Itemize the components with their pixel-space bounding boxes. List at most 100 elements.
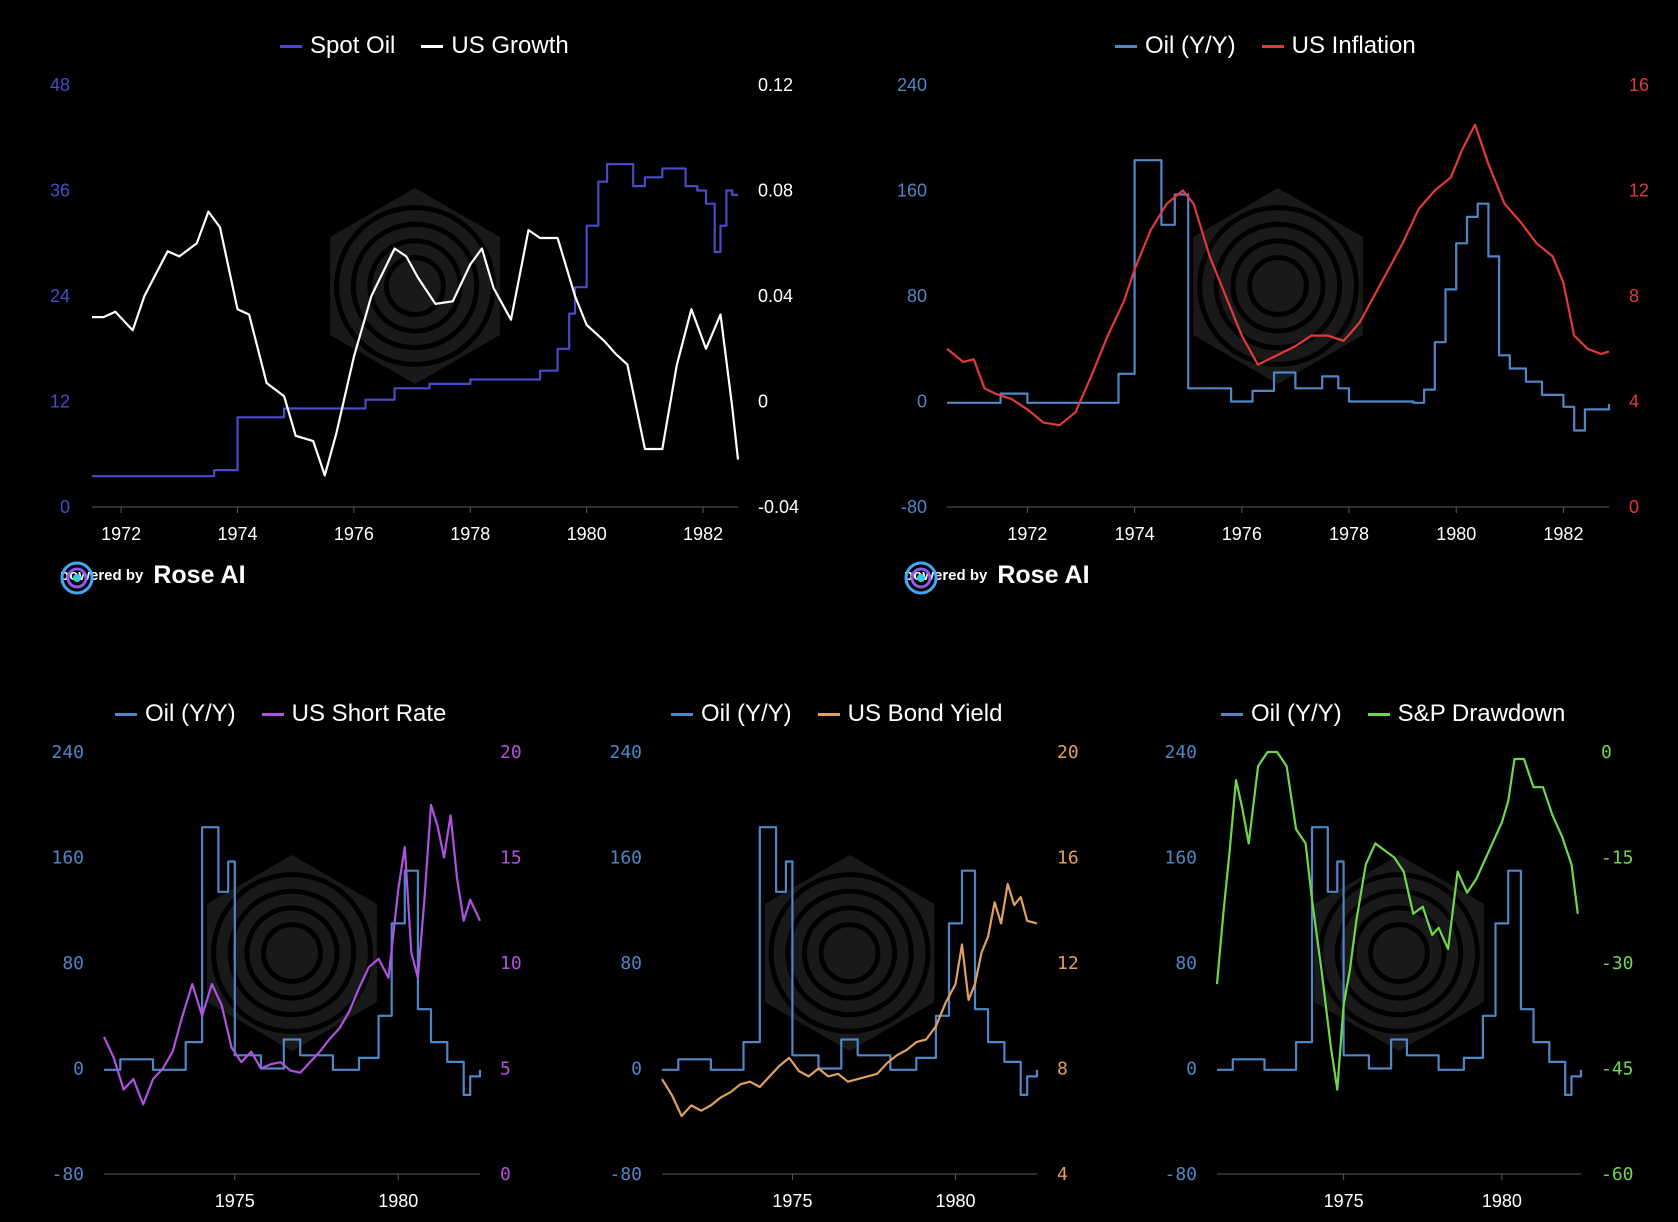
legend-item-us-growth[interactable]: US Growth bbox=[421, 32, 569, 60]
legend-item-spot-oil[interactable]: Spot Oil bbox=[280, 32, 395, 60]
y-right-tick-label: 0 bbox=[1601, 742, 1612, 763]
legend-swatch-spot-oil bbox=[280, 44, 302, 48]
y-left-tick-label: 24 bbox=[50, 286, 70, 306]
y-left-tick-label: -80 bbox=[609, 1164, 642, 1185]
legend-label-us-bond-yield: US Bond Yield bbox=[847, 700, 1003, 727]
rose-ai-watermark-icon bbox=[764, 855, 935, 1051]
y-right-tick-label: 0 bbox=[1629, 497, 1639, 517]
x-tick-label: 1980 bbox=[1436, 524, 1476, 544]
legend-label-oil-yy: Oil (Y/Y) bbox=[1145, 32, 1236, 59]
brand-name: Rose AI bbox=[997, 561, 1090, 589]
y-right-tick-label: 8 bbox=[1629, 286, 1639, 306]
x-tick-label: 1972 bbox=[1007, 524, 1047, 544]
legend-swatch-us-short-rate bbox=[261, 712, 284, 716]
y-left-tick-label: 48 bbox=[50, 75, 70, 95]
series-line-oil-y-y bbox=[1217, 826, 1583, 1096]
y-left-tick-label: 160 bbox=[1164, 848, 1197, 869]
legend-item-us-inflation[interactable]: US Inflation bbox=[1261, 32, 1416, 60]
y-right-tick-label: 0.08 bbox=[758, 181, 793, 201]
y-right-tick-label: 10 bbox=[500, 953, 522, 974]
y-left-tick-label: -80 bbox=[901, 497, 927, 517]
legend-item-sp-drawdown[interactable]: S&P Drawdown bbox=[1367, 700, 1566, 728]
y-left-tick-label: -80 bbox=[51, 1164, 84, 1185]
y-right-tick-label: 12 bbox=[1057, 953, 1079, 974]
brand-badge: powered by Rose AI bbox=[60, 561, 246, 595]
x-tick-label: 1982 bbox=[1543, 524, 1583, 544]
legend-label-us-inflation: US Inflation bbox=[1291, 32, 1416, 59]
y-right-tick-label: -60 bbox=[1601, 1164, 1634, 1185]
x-tick-label: 1978 bbox=[1329, 524, 1369, 544]
y-right-tick-label: 5 bbox=[500, 1059, 511, 1080]
brand-badge: powered by Rose AI bbox=[904, 561, 1090, 595]
y-left-tick-label: 0 bbox=[60, 497, 70, 517]
x-tick-label: 1976 bbox=[334, 524, 374, 544]
legend-swatch-oil-yy bbox=[1221, 712, 1243, 716]
series-line-oil-y-y bbox=[104, 826, 482, 1096]
y-left-tick-label: 0 bbox=[1186, 1059, 1197, 1080]
x-tick-label: 1980 bbox=[378, 1191, 418, 1211]
y-left-tick-label: 80 bbox=[62, 953, 84, 974]
legend-item-oil-yy[interactable]: Oil (Y/Y) bbox=[671, 700, 792, 728]
legend-item-us-bond-yield[interactable]: US Bond Yield bbox=[817, 700, 1003, 728]
legend-item-oil-yy[interactable]: Oil (Y/Y) bbox=[115, 700, 236, 728]
y-right-tick-label: 8 bbox=[1057, 1059, 1068, 1080]
legend-label-sp-drawdown: S&P Drawdown bbox=[1397, 700, 1566, 727]
y-left-tick-label: 240 bbox=[51, 742, 84, 763]
legend-swatch-oil-yy bbox=[115, 712, 137, 716]
y-left-tick-label: 12 bbox=[50, 392, 70, 412]
legend-swatch-oil-yy bbox=[671, 712, 693, 716]
legend-label-oil-yy: Oil (Y/Y) bbox=[701, 700, 792, 727]
chart-plot: 240 160 80 0 -80 20 16 12 8 4 1975 1980 bbox=[609, 742, 1079, 1211]
legend-swatch-oil-yy bbox=[1115, 44, 1137, 48]
y-left-tick-label: 80 bbox=[907, 286, 927, 306]
y-right-tick-label: 20 bbox=[500, 742, 522, 763]
legend: Oil (Y/Y) S&P Drawdown bbox=[1221, 700, 1565, 728]
y-right-tick-label: -30 bbox=[1601, 953, 1634, 974]
legend: Oil (Y/Y) US Bond Yield bbox=[671, 700, 1002, 728]
y-right-tick-label: 16 bbox=[1057, 848, 1079, 869]
legend-label-spot-oil: Spot Oil bbox=[310, 32, 396, 59]
y-left-tick-label: -80 bbox=[1164, 1164, 1197, 1185]
series-line-spot-oil bbox=[92, 163, 738, 478]
chart-panel-oil-us-inflation: Oil (Y/Y) US Inflation 240 160 80 0 -80 16 12 8… bbox=[839, 0, 1678, 600]
chart-plot: 48 36 24 12 0 0.12 0.08 0.04 0 -0.04 1972 1974 1976 1… bbox=[50, 75, 799, 544]
y-right-tick-label: 0.04 bbox=[758, 286, 793, 306]
legend-label-us-growth: US Growth bbox=[451, 32, 569, 59]
x-tick-label: 1980 bbox=[935, 1191, 975, 1211]
y-right-tick-label: -45 bbox=[1601, 1059, 1634, 1080]
x-tick-label: 1975 bbox=[772, 1191, 812, 1211]
x-tick-label: 1974 bbox=[217, 524, 257, 544]
legend-label-us-short-rate: US Short Rate bbox=[291, 700, 447, 727]
legend-swatch-us-growth bbox=[421, 44, 444, 48]
y-right-tick-label: 4 bbox=[1629, 392, 1639, 412]
y-left-tick-label: 0 bbox=[73, 1059, 84, 1080]
legend-item-us-short-rate[interactable]: US Short Rate bbox=[261, 700, 447, 728]
x-tick-label: 1976 bbox=[1222, 524, 1262, 544]
x-tick-label: 1980 bbox=[567, 524, 607, 544]
y-left-tick-label: 80 bbox=[1175, 953, 1197, 974]
y-right-tick-label: 0 bbox=[500, 1164, 511, 1185]
chart-plot: 240 160 80 0 -80 16 12 8 4 0 1972 1974 1976 1978 1980 1… bbox=[897, 75, 1649, 544]
rose-ai-watermark-icon bbox=[1314, 855, 1484, 1051]
y-right-tick-label: 16 bbox=[1629, 75, 1649, 95]
series-line-oil-y-y bbox=[947, 159, 1611, 432]
y-left-tick-label: 240 bbox=[609, 742, 642, 763]
legend: Oil (Y/Y) US Short Rate bbox=[115, 700, 446, 728]
x-tick-label: 1974 bbox=[1115, 524, 1155, 544]
y-right-tick-label: 4 bbox=[1057, 1164, 1068, 1185]
series-line-oil-y-y bbox=[662, 826, 1039, 1096]
y-right-tick-label: 12 bbox=[1629, 181, 1649, 201]
legend-swatch-us-bond-yield bbox=[817, 712, 840, 716]
y-right-tick-label: 15 bbox=[500, 848, 522, 869]
legend-item-oil-yy[interactable]: Oil (Y/Y) bbox=[1115, 32, 1236, 60]
brand-name: Rose AI bbox=[153, 561, 246, 589]
y-left-tick-label: 240 bbox=[897, 75, 927, 95]
chart-plot: 240 160 80 0 -80 20 15 10 5 0 1975 1980 bbox=[51, 742, 522, 1211]
chart-panel-oil-sp-drawdown: Oil (Y/Y) S&P Drawdown 240 160 80 0 -80 0 -15 -… bbox=[1118, 680, 1678, 1222]
legend-item-oil-yy[interactable]: Oil (Y/Y) bbox=[1221, 700, 1342, 728]
y-left-tick-label: 36 bbox=[50, 181, 70, 201]
rose-ai-logo-icon bbox=[60, 561, 94, 595]
legend-swatch-us-inflation bbox=[1261, 44, 1284, 48]
legend: Oil (Y/Y) US Inflation bbox=[1115, 32, 1416, 60]
y-right-tick-label: 0.12 bbox=[758, 75, 793, 95]
